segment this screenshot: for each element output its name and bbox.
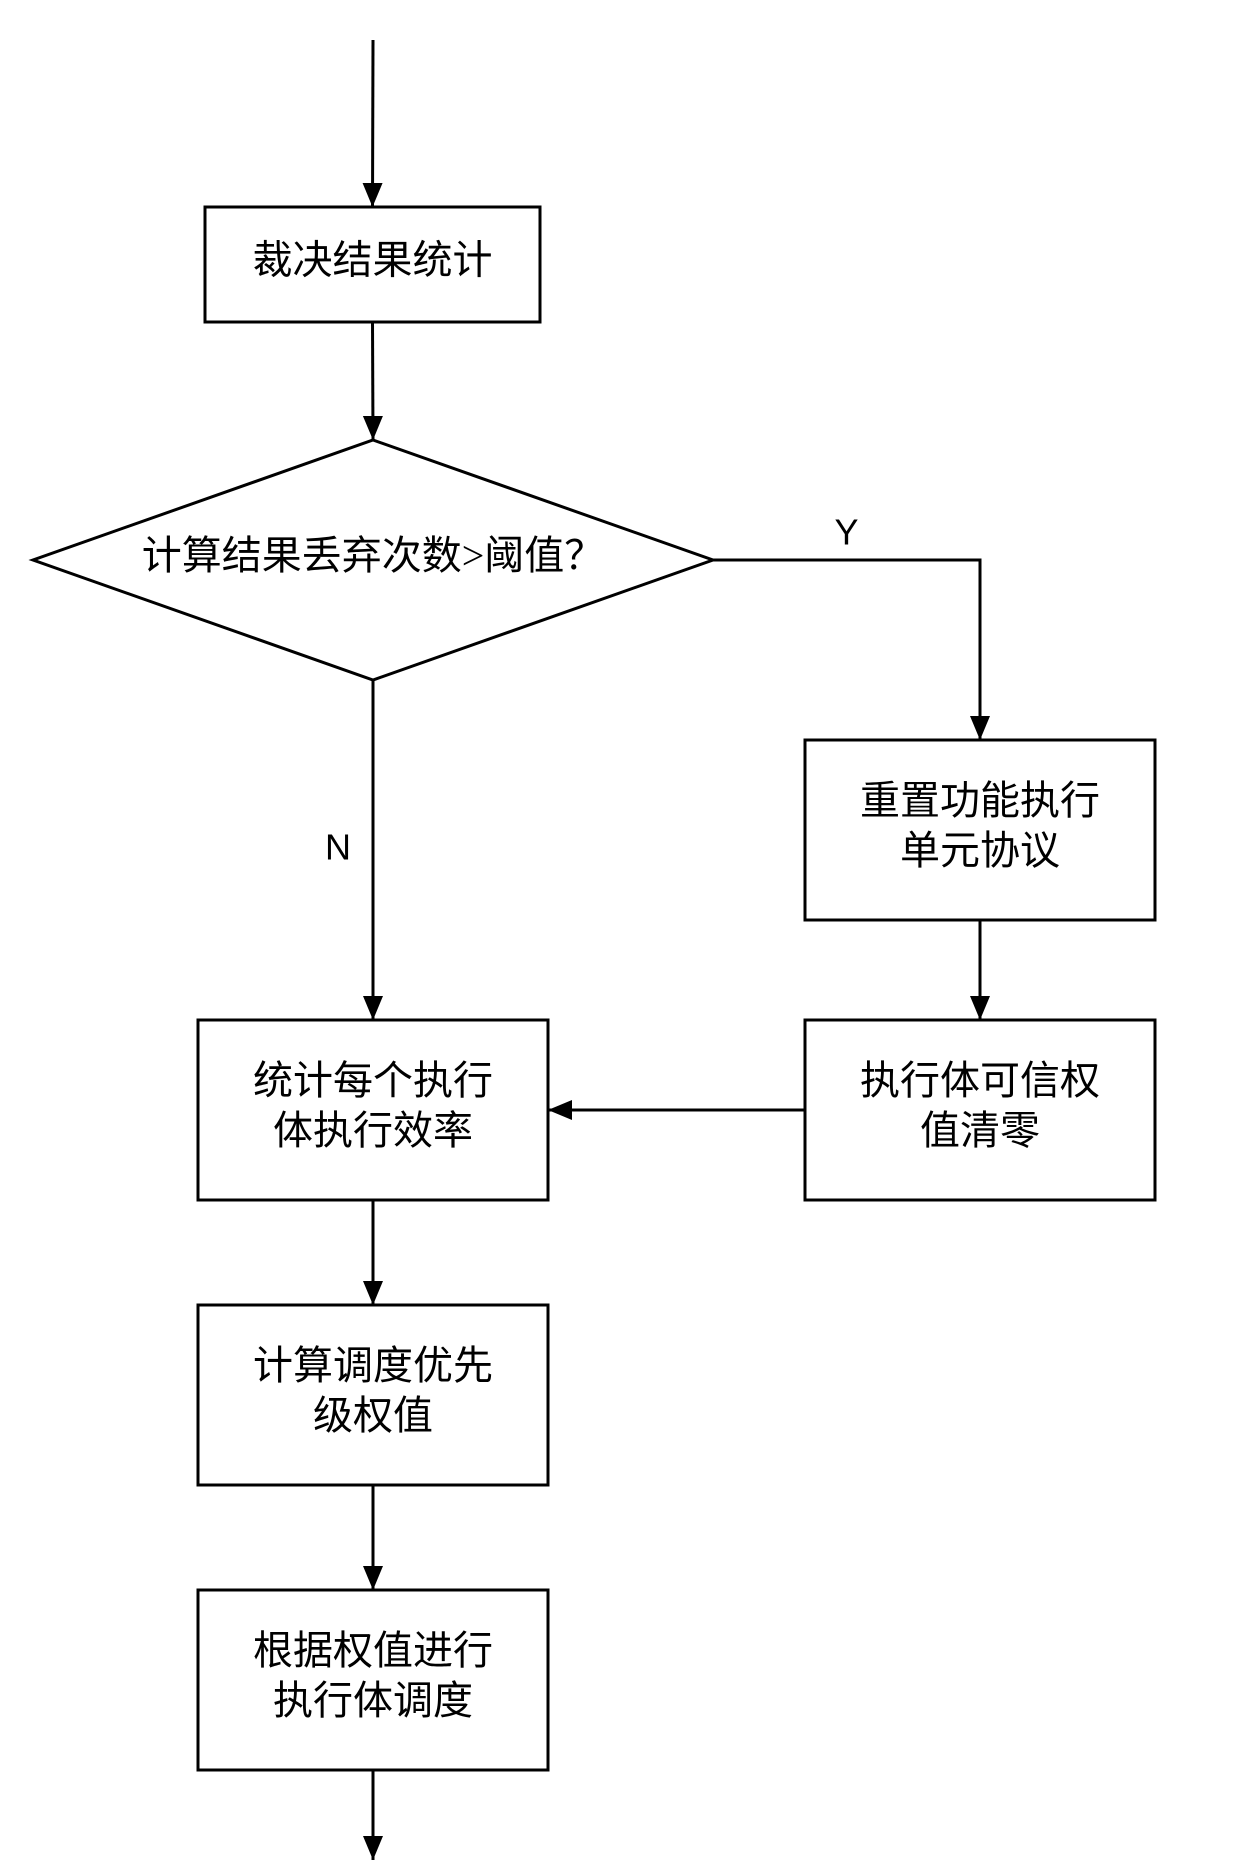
node-text: 单元协议 — [900, 828, 1060, 873]
node-text: 执行体调度 — [273, 1678, 473, 1723]
node-text: 体执行效率 — [273, 1108, 473, 1153]
node-text: 统计每个执行 — [253, 1058, 493, 1103]
node-text: 级权值 — [313, 1393, 433, 1438]
flowchart-canvas: 裁决结果统计计算结果丢弃次数>阈值？ 重置功能执行单元协议执行体可信权值清零 统计每… — [0, 0, 1240, 1866]
node-text: 根据权值进行 — [253, 1628, 493, 1673]
node-text: 执行体可信权 — [860, 1058, 1100, 1103]
node-text: 计算结果丢弃次数>阈值？ — [142, 533, 605, 578]
node-text: 值清零 — [920, 1108, 1040, 1153]
edge-label: N — [325, 827, 351, 868]
node-text: 裁决结果统计 — [253, 238, 493, 283]
node-text: 重置功能执行 — [860, 778, 1100, 823]
edge-label: Y — [834, 512, 858, 553]
node-text: 计算调度优先 — [253, 1343, 493, 1388]
